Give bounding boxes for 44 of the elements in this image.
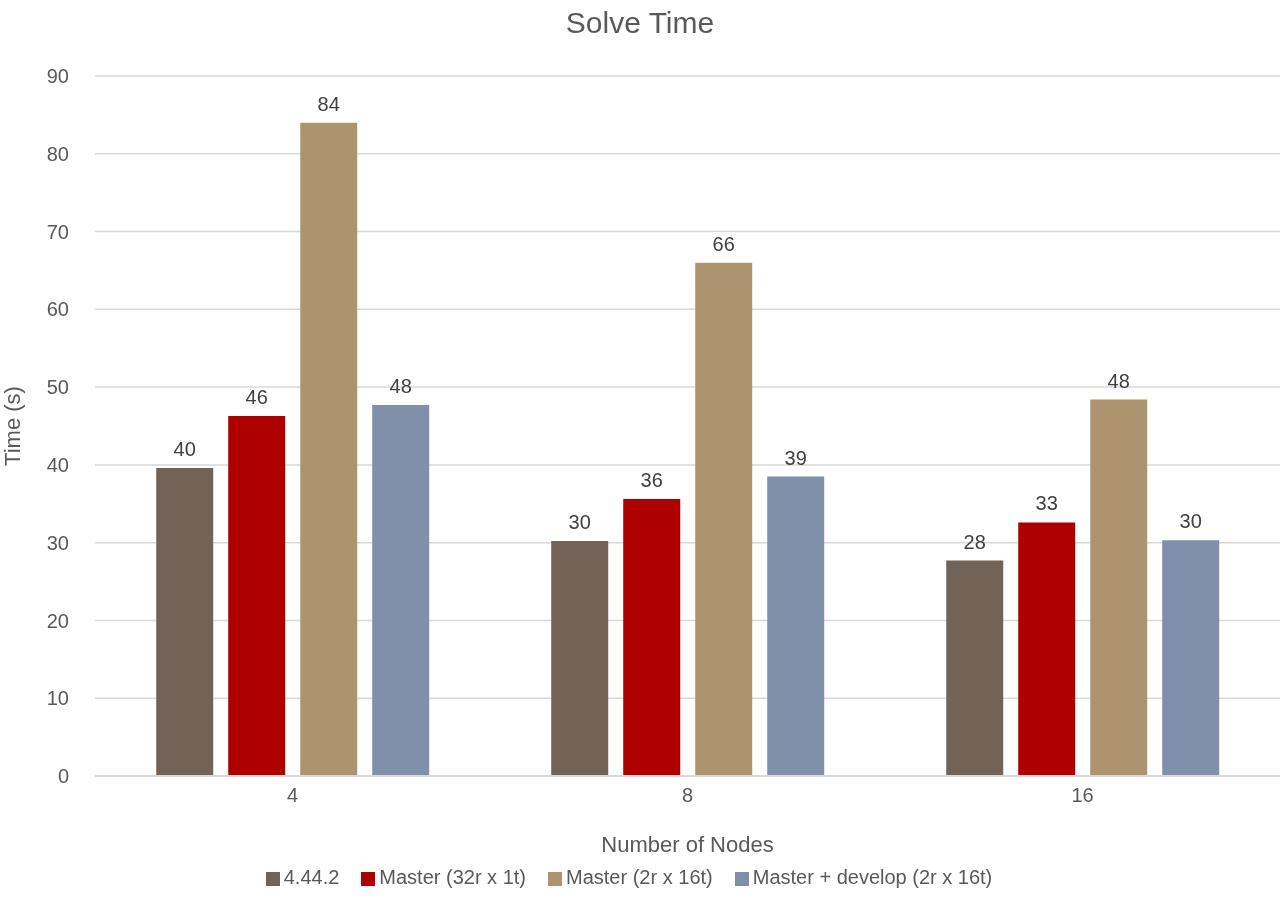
y-tick-label: 40: [46, 453, 69, 476]
bar: [1162, 540, 1220, 776]
x-tick-label: 8: [681, 784, 694, 807]
bar: [156, 468, 214, 776]
y-tick-label: 60: [46, 298, 69, 321]
y-tick-label: 80: [46, 142, 69, 165]
data-label: 28: [963, 530, 986, 553]
data-label: 46: [245, 385, 268, 408]
data-label: 66: [712, 232, 735, 255]
y-tick-label: 70: [46, 220, 69, 243]
bar: [1018, 522, 1076, 776]
data-label: 30: [1179, 510, 1202, 533]
bar: [551, 541, 609, 776]
y-tick-label: 50: [46, 376, 69, 399]
bar: [300, 122, 358, 776]
data-label: 48: [1107, 369, 1130, 392]
bar: [695, 262, 753, 776]
legend-label: Master (2r x 16t): [566, 866, 713, 888]
data-label: 30: [568, 511, 591, 534]
chart-title: Solve Time: [564, 6, 716, 40]
bar: [946, 560, 1004, 776]
bar: [228, 415, 286, 776]
y-tick-label: 10: [46, 687, 69, 710]
bar: [372, 405, 430, 776]
data-label: 39: [784, 446, 807, 469]
data-label: 36: [640, 469, 663, 492]
data-label: 33: [1035, 492, 1058, 515]
legend-label: Master (32r x 1t): [379, 866, 527, 888]
y-tick-label: 20: [46, 609, 69, 632]
y-tick-label: 30: [46, 531, 69, 554]
bar: [1090, 399, 1148, 776]
x-tick-label: 16: [1071, 784, 1094, 807]
y-tick-label: 90: [46, 65, 69, 88]
data-label: 40: [173, 438, 196, 460]
y-axis-title: Time (s): [0, 386, 25, 466]
x-axis-title: Number of Nodes: [601, 832, 774, 857]
y-tick-label: 0: [57, 765, 69, 788]
data-label: 48: [389, 375, 412, 397]
x-tick-label: 4: [286, 784, 299, 807]
legend-label: Master + develop (2r x 16t): [752, 866, 993, 888]
data-label: 84: [317, 92, 340, 115]
bar: [767, 476, 825, 776]
legend-label: 4.44.2: [283, 866, 340, 888]
bar: [623, 499, 681, 776]
